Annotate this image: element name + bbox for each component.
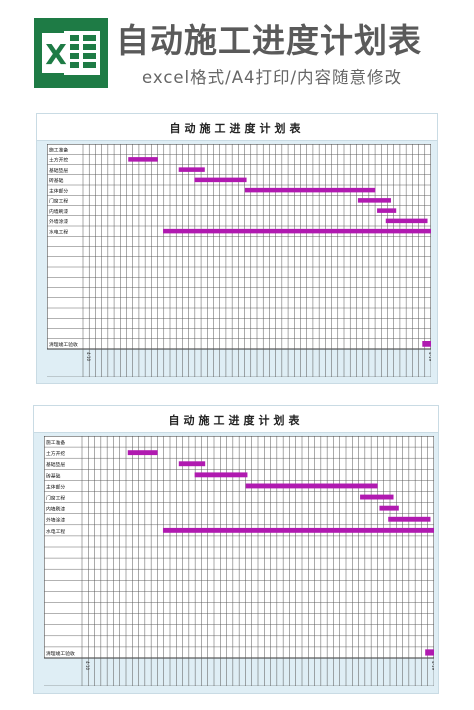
logo-letter: X [45, 38, 67, 71]
date-tick-label: 4-19 [428, 352, 431, 362]
task-bar [360, 494, 394, 500]
task-label: 外墙涂漆 [46, 517, 65, 524]
task-label: 砖基础 [49, 177, 64, 184]
task-label: 施工准备 [49, 146, 68, 153]
task-bar-final [422, 341, 431, 347]
sheet-title: 自动施工进度计划表 [169, 122, 305, 135]
task-bar [128, 157, 158, 162]
task-bar [178, 461, 206, 467]
task-label: 土方开挖 [49, 157, 68, 164]
task-label: 施工准备 [46, 439, 65, 446]
task-label: 门窗工程 [46, 494, 65, 501]
gantt-grid: 施工准备土方开挖基础垫层砖基础主体部分门窗工程内墙刷漆外墙涂漆水电工程清理竣工验… [44, 436, 434, 686]
task-label: 内墙刷漆 [46, 506, 65, 513]
task-label: 主体部分 [49, 187, 68, 194]
task-bar [194, 472, 248, 478]
task-label: 内墙刷漆 [49, 208, 68, 215]
page-subtitle: excel格式/A4打印/内容随意修改 [142, 68, 403, 87]
date-tick-label: 4-10 [86, 352, 91, 362]
task-bar [163, 228, 431, 234]
task-bar-final [425, 649, 434, 656]
task-bar [385, 218, 428, 224]
task-bar [194, 177, 247, 183]
task-label: 基础垫层 [46, 461, 65, 468]
task-bar [388, 516, 431, 522]
task-label: 外墙涂漆 [49, 218, 68, 225]
task-label-final: 清理竣工验收 [49, 341, 78, 348]
task-label: 土方开挖 [46, 450, 65, 457]
sheet-title-bar: 自动施工进度计划表 [34, 406, 438, 433]
excel-logo-icon: X [34, 18, 108, 88]
task-bar [245, 483, 378, 489]
task-bar [357, 198, 391, 203]
task-bar [178, 167, 205, 172]
sheet-title: 自动施工进度计划表 [168, 414, 304, 427]
task-bar [379, 505, 399, 511]
task-label: 主体部分 [46, 483, 65, 490]
task-bar [127, 450, 158, 456]
header: X 自动施工进度计划表 excel格式/A4打印/内容随意修改 [0, 0, 474, 98]
page-title: 自动施工进度计划表 [116, 21, 422, 60]
task-bar [244, 187, 376, 193]
task-bar [162, 527, 434, 533]
sheet-title-bar: 自动施工进度计划表 [37, 114, 437, 141]
task-label: 水电工程 [46, 528, 65, 535]
sheet-preview-2: 自动施工进度计划表 施工准备土方开挖基础垫层砖基础主体部分门窗工程内墙刷漆外墙涂… [33, 405, 439, 694]
task-label: 水电工程 [49, 228, 68, 235]
gantt-grid: 施工准备土方开挖基础垫层砖基础主体部分门窗工程内墙刷漆外墙涂漆水电工程清理竣工验… [47, 144, 431, 377]
task-label-final: 清理竣工验收 [46, 650, 75, 657]
task-label: 砖基础 [46, 472, 61, 479]
task-label: 基础垫层 [49, 167, 68, 174]
date-tick-label: 4-19 [431, 661, 434, 671]
sheet-preview-1: 自动施工进度计划表 施工准备土方开挖基础垫层砖基础主体部分门窗工程内墙刷漆外墙涂… [36, 113, 438, 384]
task-label: 门窗工程 [49, 198, 68, 205]
task-bar [377, 208, 397, 213]
date-tick-label: 4-10 [85, 661, 90, 671]
